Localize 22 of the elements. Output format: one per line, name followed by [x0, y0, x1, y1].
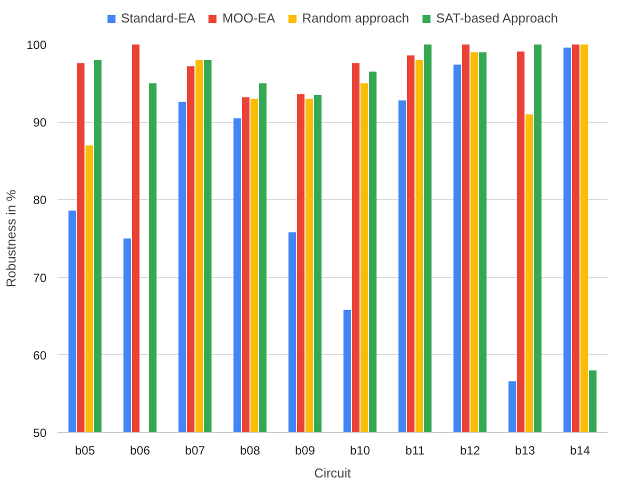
y-tick-label: 80	[33, 193, 47, 208]
legend-label: SAT-based Approach	[436, 10, 558, 26]
x-tick-label: b09	[294, 444, 316, 458]
x-tick-label: b14	[570, 444, 590, 458]
x-tick-label: b06	[130, 444, 150, 458]
x-tick-label: b07	[184, 444, 206, 458]
x-axis-title: Circuit	[314, 466, 352, 480]
y-tick-label: 100	[26, 38, 47, 52]
legend-label: MOO-EA	[222, 10, 276, 26]
x-tick-label: b05	[74, 444, 96, 458]
x-tick-label: b13	[514, 444, 536, 458]
legend-label: Standard-EA	[120, 10, 196, 26]
x-tick-label: b10	[350, 444, 370, 458]
y-axis-title: Robustness in %	[3, 189, 18, 288]
x-tick-label: b11	[405, 444, 425, 458]
y-tick-label: 50	[33, 426, 47, 440]
x-tick-label: b12	[460, 444, 480, 458]
x-tick-label: b08	[240, 444, 260, 458]
legend-label: Random approach	[302, 10, 410, 26]
y-tick-label: 90	[33, 116, 47, 130]
y-tick-label: 60	[33, 348, 47, 362]
y-tick-label: 70	[33, 270, 47, 285]
